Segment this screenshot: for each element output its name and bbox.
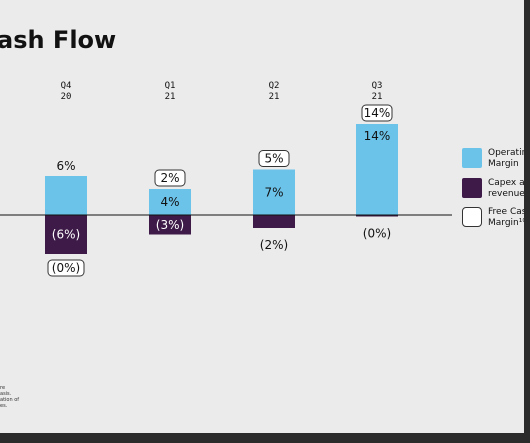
bar-capex-2 [253,215,295,228]
fcm-label-0-box [47,259,85,277]
fcm-label-3-box [361,104,393,122]
legend-swatch-operating-margin [462,148,482,168]
fcm-label-3: 14% [364,106,391,120]
fcm-label-2: 5% [264,152,283,166]
period-label-1-bottom: 21 [165,92,176,102]
period-label-0-top: Q4 [61,81,72,91]
period-label-1-top: Q1 [165,81,176,91]
chart-title: ash Flow [0,26,117,54]
bar-chart: Q4206%(6%)(0%)Q1214%(3%)2%Q2217%(2%)5%Q3… [0,81,452,277]
fcm-label-1-box [154,169,186,187]
fcm-label-2-box [258,150,290,167]
legend-label-operating-margin: Operating Margin [488,148,524,169]
legend-swatch-capex [462,178,482,198]
op-label-2: 7% [264,185,283,199]
bar-operating-margin-3 [356,124,398,215]
bar-capex-1 [149,215,191,235]
op-label-1: 4% [160,195,179,209]
slide: ash Flow Q4 20 6% (6%) (0%) Q1 21 4% (3%) 2% Q2 21 7… [0,0,524,433]
bar-operating-margin-0 [45,176,87,215]
legend-swatch-free-cash-margin [462,207,482,227]
capex-label-2: (2%) [260,238,288,252]
legend-label-capex: Capex as revenue [488,178,524,199]
period-label-0-bottom: 20 [61,92,72,102]
bar-operating-margin-2 [253,169,295,215]
capex-label-1: (3%) [156,218,184,232]
period-label-2-bottom: 21 [269,92,280,102]
period-label-3-bottom: 21 [372,92,383,102]
period-label-3-top: Q3 [372,81,383,91]
period-label-2-top: Q2 [269,81,280,91]
legend-label-free-cash-margin: Free Cash Margin¹⁰ [488,207,524,228]
bar-operating-margin-1 [149,189,191,215]
bar-capex-3 [356,215,398,217]
fcm-label-0: (0%) [52,261,80,275]
op-label-0: 6% [56,159,75,173]
capex-label-3: (0%) [363,227,391,241]
op-label-3: 14% [364,129,391,143]
fcm-label-1: 2% [160,171,179,185]
capex-label-0: (6%) [52,228,80,242]
bar-capex-0 [45,215,87,254]
footnote: re asis. ation of es. [0,385,20,409]
